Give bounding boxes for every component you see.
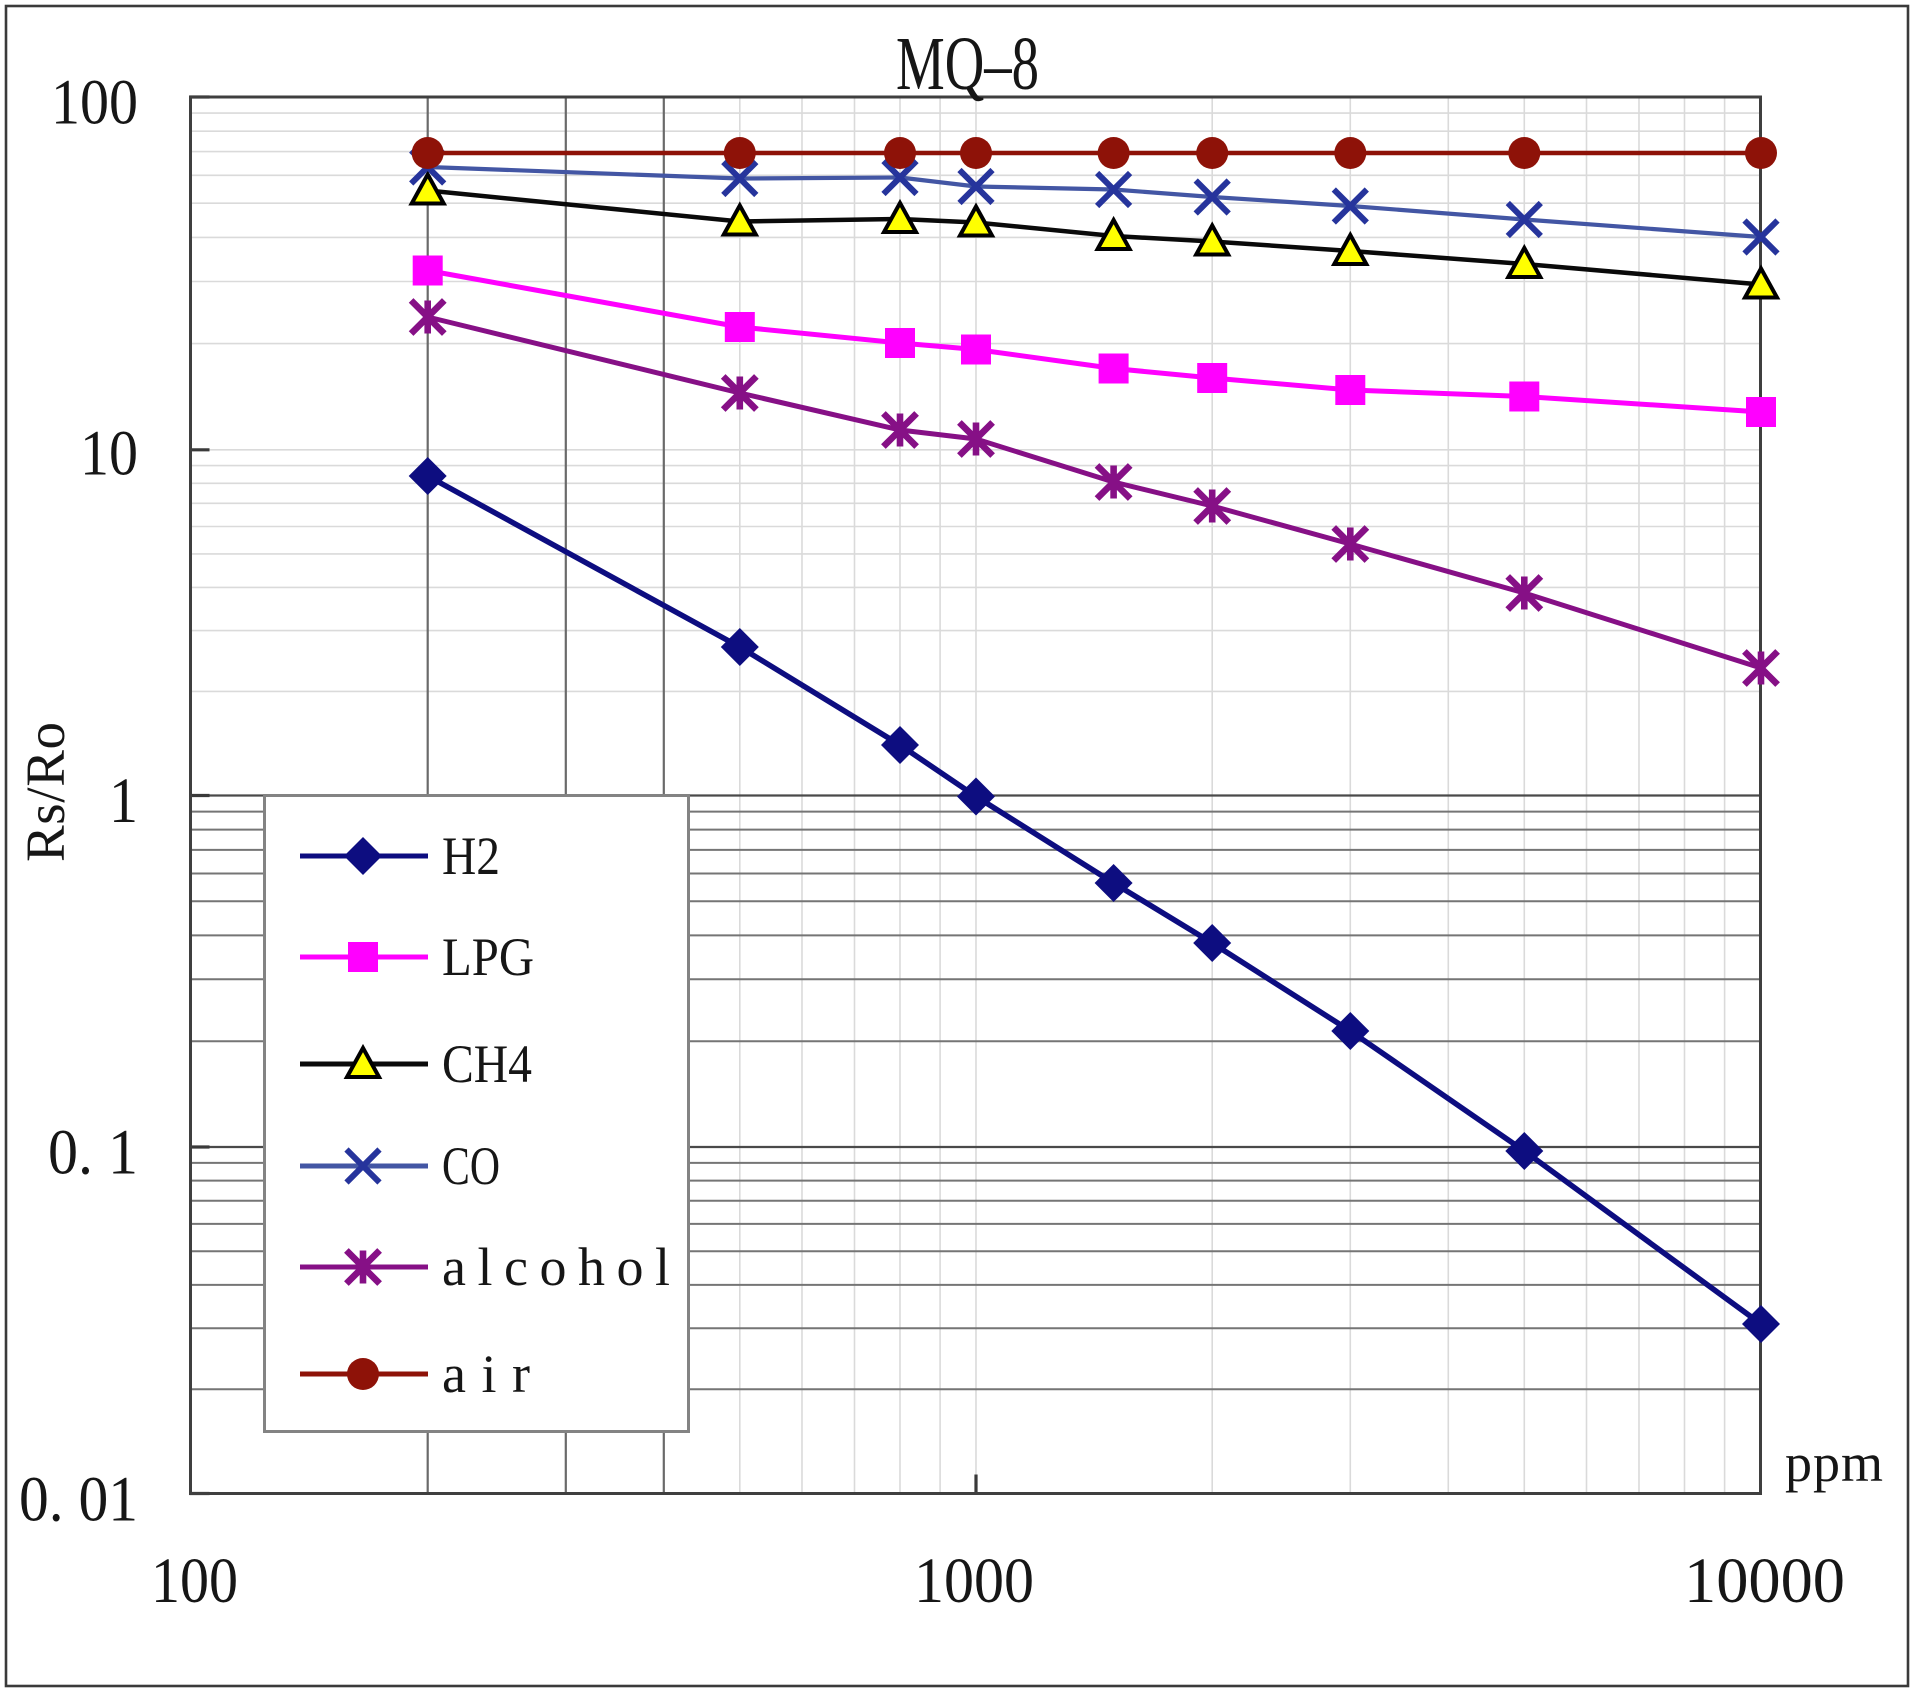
svg-text:CO: CO: [442, 1136, 500, 1196]
svg-text:H2: H2: [442, 826, 500, 886]
svg-text:10000: 10000: [1684, 1545, 1845, 1617]
svg-text:0. 1: 0. 1: [48, 1117, 138, 1189]
svg-text:CH4: CH4: [442, 1034, 532, 1094]
svg-text:Rs/Ro: Rs/Ro: [15, 722, 76, 862]
svg-text:air: air: [442, 1344, 530, 1404]
svg-text:0. 01: 0. 01: [19, 1464, 138, 1536]
svg-text:1000: 1000: [914, 1545, 1034, 1617]
svg-text:alcohol: alcohol: [442, 1237, 670, 1297]
svg-text:100: 100: [151, 1545, 238, 1617]
svg-text:ppm: ppm: [1785, 1433, 1883, 1493]
svg-text:1: 1: [109, 765, 138, 837]
svg-text:10: 10: [80, 418, 138, 490]
svg-text:LPG: LPG: [442, 927, 534, 987]
svg-text:MQ–8: MQ–8: [896, 22, 1039, 106]
svg-text:100: 100: [51, 67, 138, 139]
